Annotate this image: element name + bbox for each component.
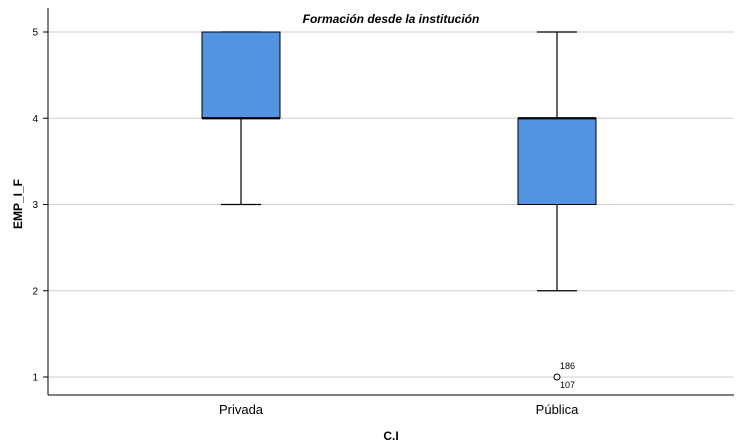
chart-title: Formación desde la institución [303,12,480,26]
box-group [201,31,281,206]
y-tick-label: 1 [32,373,38,384]
x-categories: Privada Pública [219,402,579,417]
y-tick-label: 3 [32,200,38,211]
x-category-label: Pública [536,402,579,417]
y-tick-label: 5 [32,28,38,39]
iqr-box [201,31,281,119]
gridlines [48,31,734,378]
iqr-box [517,117,597,205]
y-tick-label: 2 [32,286,38,297]
y-axis-title: EMP_I_F [11,179,25,229]
outlier-point [553,373,561,381]
outlier-label: 186 [560,361,575,371]
boxes: 186 107 [201,31,597,390]
y-tick-label: 4 [32,114,38,125]
y-ticks: 1 2 3 4 5 [32,28,48,384]
x-category-label: Privada [219,402,264,417]
x-axis-title: C.I [383,429,398,443]
plot-area [48,8,734,395]
outlier-label: 107 [560,380,575,390]
box-group: 186 107 [517,31,597,390]
